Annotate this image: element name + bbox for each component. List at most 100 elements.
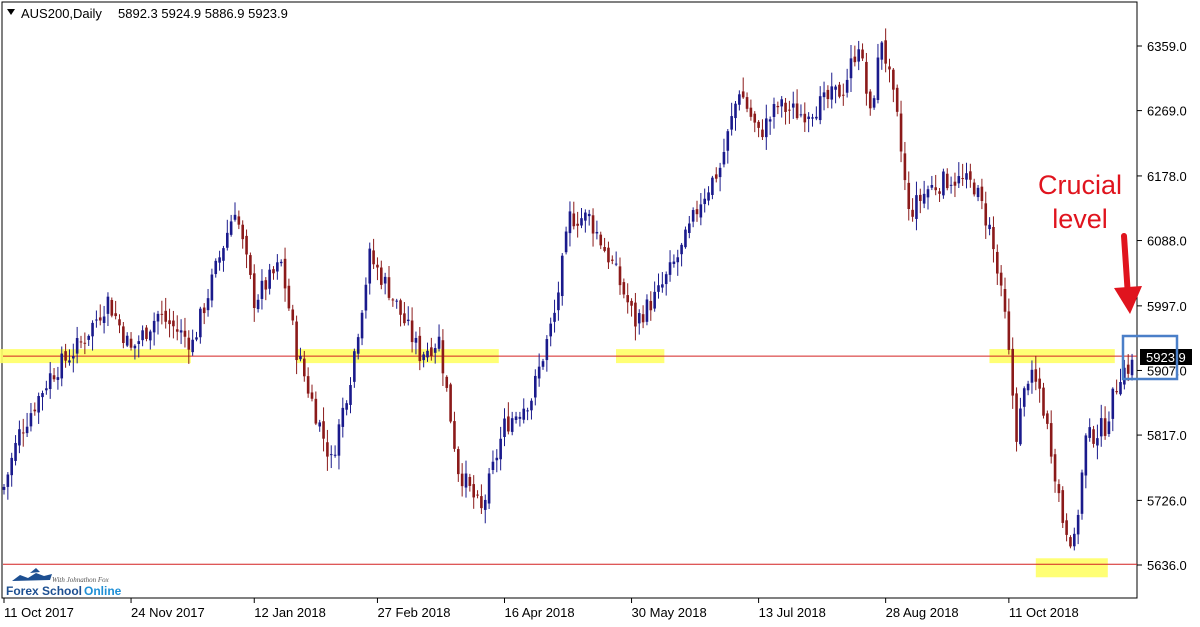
candle <box>1096 424 1099 460</box>
candle-body <box>276 262 279 272</box>
candle <box>368 242 372 295</box>
candle <box>969 163 972 188</box>
candle <box>668 250 672 282</box>
candle <box>137 335 141 358</box>
candle-body <box>1053 454 1057 482</box>
candle-body <box>714 174 718 179</box>
candle-body <box>295 321 298 361</box>
dropdown-triangle-icon[interactable] <box>7 9 15 15</box>
candle-body <box>903 153 907 181</box>
candle <box>838 81 841 99</box>
candle-body <box>45 388 48 391</box>
candle-body <box>1076 514 1080 535</box>
candle <box>972 178 976 197</box>
candle <box>460 463 464 497</box>
candle-body <box>560 255 564 297</box>
candle <box>915 181 918 231</box>
candle-body <box>133 345 137 349</box>
candle-body <box>291 309 295 321</box>
candle <box>976 184 980 202</box>
x-tick-label: 16 Apr 2018 <box>505 605 575 620</box>
candle <box>206 288 210 317</box>
candle-body <box>483 499 487 510</box>
candle-body <box>996 251 999 274</box>
candle-body <box>595 231 599 234</box>
candle-body <box>1046 413 1049 424</box>
candle-body <box>568 211 572 234</box>
candle-body <box>934 187 937 191</box>
candle <box>1080 469 1084 520</box>
candle-body <box>834 86 837 90</box>
x-tick-label: 28 Aug 2018 <box>886 605 959 620</box>
candle-body <box>545 339 549 361</box>
candle <box>672 254 676 268</box>
candle-body <box>1034 369 1038 382</box>
candle-body <box>1084 435 1088 476</box>
candle <box>260 269 264 310</box>
candle <box>945 168 949 191</box>
candle-body <box>349 385 352 405</box>
candle <box>6 472 10 500</box>
candle <box>572 201 576 230</box>
candle <box>899 100 903 163</box>
candle <box>149 329 152 350</box>
candle <box>557 281 560 321</box>
candle-body <box>930 184 934 188</box>
candle <box>788 100 791 124</box>
candle <box>106 292 110 327</box>
candle <box>10 452 13 487</box>
candle <box>222 245 225 272</box>
candle-body <box>1115 391 1118 393</box>
candle-body <box>102 316 106 323</box>
candle <box>730 102 733 136</box>
candle <box>102 305 106 334</box>
candle-body <box>949 184 953 186</box>
candle <box>1022 386 1026 417</box>
candle-body <box>1080 472 1084 514</box>
candle <box>611 255 614 265</box>
support-zone-low <box>1035 558 1108 578</box>
candle <box>907 171 911 221</box>
candle-body <box>734 103 737 119</box>
candle <box>179 319 183 345</box>
candle-body <box>499 438 502 460</box>
candle-body <box>718 167 722 178</box>
candle <box>495 449 499 473</box>
candle <box>1069 535 1072 549</box>
candle-body <box>152 320 156 333</box>
candle <box>303 350 306 382</box>
candle <box>279 259 283 267</box>
candle-body <box>206 298 210 311</box>
candle <box>14 435 17 466</box>
candle <box>152 312 156 346</box>
candle <box>110 297 114 318</box>
candle <box>414 331 418 355</box>
candle-body <box>114 313 117 317</box>
candle-body <box>738 94 741 105</box>
x-tick-label: 24 Nov 2017 <box>131 605 205 620</box>
candle <box>953 172 957 198</box>
candle-body <box>314 398 318 424</box>
candle <box>372 238 375 269</box>
candle <box>18 420 21 454</box>
candle-body <box>226 232 229 248</box>
candle <box>156 310 160 335</box>
candle-body <box>329 454 333 456</box>
candle-body <box>680 244 683 255</box>
candle <box>791 91 795 119</box>
candle-body <box>387 277 391 298</box>
candle-body <box>322 421 325 439</box>
candle-body <box>803 113 807 123</box>
candle <box>122 321 125 349</box>
candle-body <box>599 234 603 246</box>
candle <box>1123 359 1126 390</box>
candle <box>114 300 117 320</box>
candle <box>807 112 810 133</box>
candle-body <box>1019 408 1022 445</box>
candle-body <box>664 274 668 285</box>
candle-body <box>838 84 841 97</box>
candle-body <box>341 407 345 427</box>
candle <box>422 351 425 368</box>
symbol-label: AUS200,Daily <box>21 6 102 21</box>
